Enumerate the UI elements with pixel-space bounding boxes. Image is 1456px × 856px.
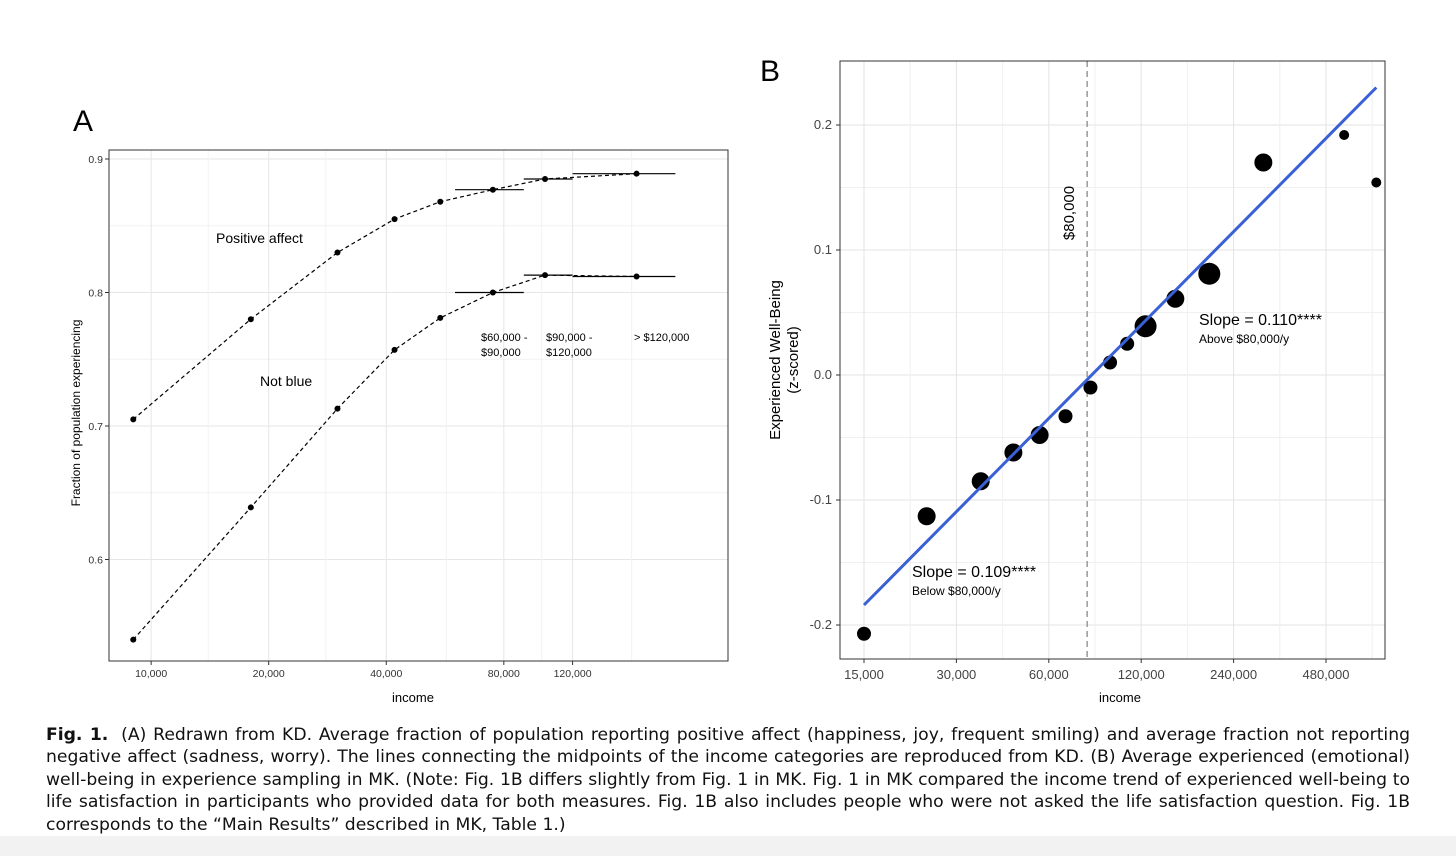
- panel-a-band2-label-line1: $90,000 -: [546, 332, 593, 344]
- panel-b-label: B: [760, 55, 780, 88]
- x-tick-label: 15,000: [844, 667, 884, 682]
- data-point: [1339, 130, 1350, 140]
- data-point: [917, 507, 936, 526]
- data-point: [437, 198, 444, 205]
- data-point: [857, 626, 871, 641]
- panel-a-band1-label-line2: $90,000: [481, 347, 521, 359]
- x-tick-label: 120,000: [1118, 667, 1165, 682]
- data-point: [334, 405, 341, 412]
- data-point: [391, 346, 398, 353]
- data-point: [542, 176, 549, 183]
- panel-a-points: [130, 170, 640, 643]
- data-point: [334, 249, 341, 256]
- y-tick-label: -0.1: [810, 492, 832, 507]
- data-point: [971, 472, 990, 491]
- panel-b-fit-line: [862, 86, 1378, 607]
- y-tick-label: 0.7: [88, 421, 103, 433]
- figure-caption: Fig. 1. (A) Redrawn from KD. Average fra…: [46, 724, 1410, 836]
- panel-a-x-axis-label: income: [392, 690, 434, 705]
- panel-a-band3-label: > $120,000: [634, 332, 689, 344]
- panel-a-annotation-positive-affect: Positive affect: [216, 230, 303, 246]
- x-tick-label: 20,000: [253, 668, 285, 680]
- bottom-bar: [0, 836, 1456, 856]
- panel-b: B $80,000 15,000 30,000 60,000 120,000 240,0…: [760, 55, 1386, 705]
- panel-b-y-ticks: 0.2 0.1 0.0 -0.1 -0.2: [810, 117, 840, 632]
- y-tick-label: 0.8: [88, 288, 103, 300]
- x-tick-label: 480,000: [1303, 667, 1350, 682]
- data-point: [1134, 315, 1157, 338]
- data-point: [247, 504, 254, 511]
- panel-a-series: [132, 173, 637, 640]
- data-point: [1198, 262, 1221, 285]
- panel-a-category-bands: [455, 173, 676, 294]
- data-point: [130, 416, 137, 423]
- series-line-not-blue: [132, 274, 637, 640]
- panel-a-band1-label-line1: $60,000 -: [481, 332, 528, 344]
- data-point: [489, 289, 496, 296]
- x-tick-label: 120,000: [554, 668, 592, 680]
- data-point: [633, 170, 640, 177]
- panel-b-y-axis-label-line1: Experienced Well-Being: [767, 280, 784, 440]
- x-tick-label: 40,000: [370, 668, 402, 680]
- series-line-positive-affect: [132, 173, 637, 420]
- y-tick-label: 0.2: [814, 117, 832, 132]
- panel-b-slope-below: Slope = 0.109****: [912, 564, 1036, 581]
- y-tick-label: 0.9: [88, 154, 103, 166]
- y-tick-label: 0.0: [814, 367, 832, 382]
- data-point: [1254, 153, 1273, 172]
- panel-b-y-axis-label-line2: (z-scored): [785, 326, 802, 394]
- data-point: [130, 636, 137, 643]
- panel-b-frame: [839, 60, 1386, 660]
- x-tick-label: 30,000: [937, 667, 977, 682]
- figure: A 10,000 20,000 40,000 80,000 120,000 0.6 0.7…: [69, 55, 1386, 705]
- y-tick-label: -0.2: [810, 617, 832, 632]
- panel-a-frame: [108, 149, 729, 662]
- data-point: [633, 273, 640, 280]
- panel-a-label: A: [73, 105, 93, 138]
- data-point: [1058, 409, 1073, 424]
- data-point: [437, 314, 444, 321]
- data-point: [391, 216, 398, 223]
- caption-text: (A) Redrawn from KD. Average fraction of…: [46, 725, 1411, 835]
- panel-b-grid: [840, 61, 1385, 659]
- panel-a-grid: [109, 150, 728, 661]
- panel-a-x-ticks: 10,000 20,000 40,000 80,000 120,000: [135, 661, 592, 680]
- data-point: [1371, 177, 1382, 188]
- x-tick-label: 240,000: [1210, 667, 1257, 682]
- data-point: [1120, 336, 1135, 351]
- panel-a-band2-label-line2: $120,000: [546, 347, 592, 359]
- data-point: [1083, 380, 1098, 395]
- data-point: [542, 272, 549, 279]
- panel-b-slope-above: Slope = 0.110****: [1199, 312, 1322, 329]
- panel-b-threshold-label: $80,000: [1061, 186, 1078, 240]
- x-tick-label: 10,000: [135, 668, 167, 680]
- y-tick-label: 0.6: [88, 555, 103, 567]
- panel-b-slope-above-sub: Above $80,000/y: [1199, 332, 1289, 346]
- data-point: [247, 316, 254, 323]
- panel-a: A 10,000 20,000 40,000 80,000 120,000 0.6 0.7…: [69, 105, 729, 705]
- x-tick-label: 80,000: [488, 668, 520, 680]
- panel-a-y-axis-label: Fraction of population experiencing: [69, 320, 83, 507]
- y-tick-label: 0.1: [814, 242, 832, 257]
- data-point: [489, 186, 496, 193]
- panel-a-annotation-not-blue: Not blue: [260, 373, 312, 389]
- caption-label: Fig. 1.: [46, 725, 109, 745]
- panel-b-x-ticks: 15,000 30,000 60,000 120,000 240,000 480,000: [844, 659, 1350, 682]
- panel-b-x-axis-label: income: [1099, 690, 1141, 705]
- panel-b-slope-below-sub: Below $80,000/y: [912, 584, 1001, 598]
- panel-a-y-ticks: 0.6 0.7 0.8 0.9: [88, 154, 109, 567]
- x-tick-label: 60,000: [1029, 667, 1069, 682]
